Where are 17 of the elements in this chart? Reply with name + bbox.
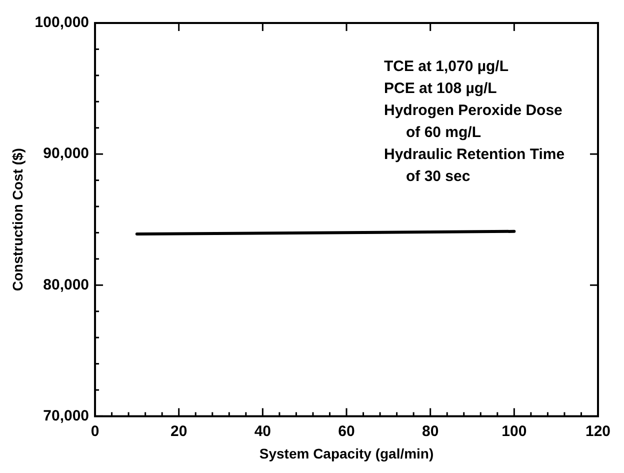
- x-tick-label: 80: [422, 422, 439, 440]
- x-tick-label: 100: [502, 422, 527, 440]
- y-axis-title: Construction Cost ($): [9, 148, 26, 292]
- x-tick-label: 40: [254, 422, 272, 440]
- y-tick-label: 80,000: [43, 276, 90, 294]
- y-tick-label: 70,000: [43, 407, 90, 424]
- x-tick-label: 60: [338, 422, 355, 440]
- annotation: TCE at 1,070 µg/L: [384, 57, 510, 77]
- annotation: Hydrogen Peroxide Dose of 60 mg/L: [384, 101, 564, 143]
- annotation: PCE at 108 µg/L: [384, 79, 498, 99]
- x-axis-title: System Capacity (gal/min): [259, 445, 434, 462]
- x-tick-label: 120: [585, 422, 611, 440]
- y-tick-label: 90,000: [43, 145, 90, 162]
- y-tick-label: 100,000: [34, 14, 90, 32]
- x-tick-label: 0: [90, 422, 100, 440]
- x-tick-label: 20: [170, 422, 188, 440]
- annotation: Hydraulic Retention Time of 30 sec: [384, 145, 565, 187]
